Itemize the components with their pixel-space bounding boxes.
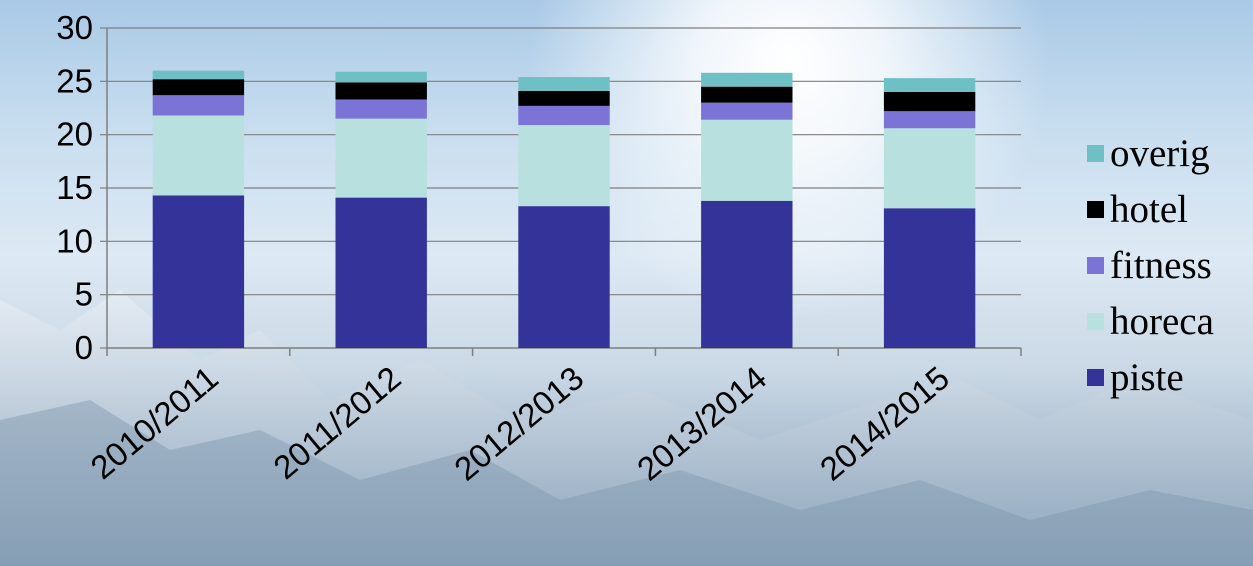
bar-hotel-4 (883, 92, 976, 112)
bar-horeca-3 (701, 119, 793, 201)
y-tick-label: 20 (56, 116, 93, 153)
bar-fitness-1 (335, 99, 427, 119)
bar-horeca-0 (152, 115, 245, 196)
legend-label-horeca: horeca (1110, 300, 1214, 343)
bar-hotel-2 (518, 90, 610, 106)
y-tick-label: 25 (56, 62, 93, 99)
legend-swatch-piste (1087, 369, 1104, 386)
y-tick-label: 30 (56, 9, 93, 46)
legend-label-piste: piste (1110, 356, 1184, 399)
bar-piste-3 (701, 200, 793, 348)
x-tick-label: 2011/2012 (266, 359, 407, 486)
bar-fitness-2 (518, 105, 610, 126)
bar-fitness-3 (701, 102, 793, 120)
bar-horeca-2 (518, 125, 610, 207)
legend-label-fitness: fitness (1110, 244, 1212, 287)
x-tick-label: 2010/2011 (83, 359, 224, 486)
y-tick-label: 0 (75, 329, 93, 366)
bar-fitness-4 (883, 111, 976, 129)
bar-overig-2 (518, 77, 610, 91)
legend-swatch-horeca (1087, 313, 1104, 330)
y-tick-label: 15 (56, 169, 93, 206)
bar-piste-4 (883, 208, 976, 348)
x-axis-ticks: 2010/2011 2011/2012 2012/2013 2013/2014 2014… (83, 359, 956, 488)
bar-piste-2 (518, 206, 610, 348)
bar-piste-0 (152, 195, 245, 348)
bar-piste-1 (335, 197, 427, 348)
bar-overig-0 (152, 70, 245, 80)
bar-hotel-3 (701, 86, 793, 103)
bar-overig-4 (883, 78, 976, 92)
legend-swatch-overig (1087, 145, 1104, 162)
y-tick-label: 10 (56, 222, 93, 259)
bar-overig-1 (335, 71, 427, 83)
legend-swatch-hotel (1087, 201, 1104, 218)
bar-horeca-1 (335, 118, 427, 198)
legend-swatch-fitness (1087, 257, 1104, 274)
y-tick-label: 5 (75, 276, 93, 313)
legend-label-overig: overig (1110, 132, 1210, 175)
bar-hotel-1 (335, 82, 427, 100)
legend: overig hotel fitness horeca piste (1087, 132, 1214, 399)
x-tick-label: 2014/2015 (813, 359, 956, 488)
y-axis-ticks: 0 5 10 15 20 25 30 (56, 9, 93, 366)
legend-label-hotel: hotel (1110, 188, 1188, 231)
bars (152, 70, 976, 348)
x-tick-label: 2012/2013 (447, 359, 590, 488)
bar-horeca-4 (883, 128, 976, 209)
bar-hotel-0 (152, 79, 245, 96)
x-tick-label: 2013/2014 (630, 359, 773, 488)
bar-fitness-0 (152, 95, 245, 116)
bar-overig-3 (701, 72, 793, 87)
